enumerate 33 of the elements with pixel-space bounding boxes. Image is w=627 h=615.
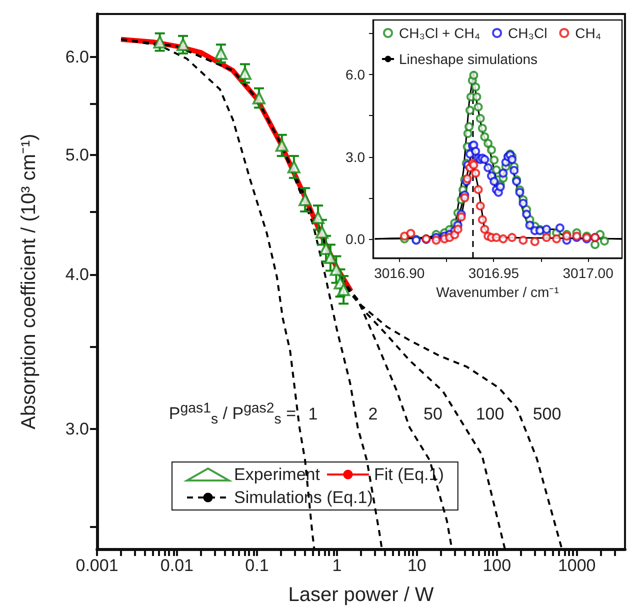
x-tick-label: 3016.90 [374, 265, 425, 281]
y-tick-label: 4.0 [65, 265, 89, 284]
legend-label: CH₄ [575, 25, 602, 41]
x-tick-label: 1000 [558, 556, 596, 575]
y-axis-title: Absorption coefficient / (10³ cm⁻¹) [18, 134, 40, 430]
x-tick-label: 3016.95 [468, 265, 520, 281]
x-tick-label: 1 [332, 556, 342, 575]
annotation: 2 [368, 404, 378, 424]
legend-label: Simulations (Eq.1) [234, 488, 373, 507]
legend-label: Lineshape simulations [399, 51, 538, 67]
y-tick-label: 3.0 [65, 420, 89, 439]
x-tick-label: 100 [482, 556, 512, 575]
annotation: P$^{gas1}$$_{s}$ / P$^{gas2}$$_{s}$ = [168, 400, 296, 428]
y-tick-label: 3.0 [346, 148, 366, 165]
y-tick-label: 5.0 [65, 145, 89, 164]
legend-label: Experiment [234, 465, 320, 484]
legend-label: Fit (Eq.1) [374, 465, 444, 484]
annotation: 50 [424, 404, 442, 424]
y-tick-label: 6.0 [65, 47, 89, 66]
x-axis-title: Wavenumber / cm⁻¹ [436, 284, 560, 300]
x-tick-label: 0.1 [245, 556, 269, 575]
annotation: 500 [532, 404, 562, 424]
x-tick-label: 10 [407, 556, 426, 575]
annotation: 100 [476, 404, 504, 424]
x-tick-label: 0.01 [160, 556, 194, 575]
legend-label: CH₃Cl + CH₄ [399, 25, 480, 41]
x-axis-title: Laser power / W [288, 584, 434, 606]
legend-label: CH₃Cl [508, 25, 548, 41]
x-tick-label: 3017.00 [562, 265, 614, 281]
annotation: 1 [308, 404, 318, 424]
x-tick-label: 0.001 [76, 556, 118, 575]
y-tick-label: 0.0 [346, 230, 366, 247]
y-tick-label: 6.0 [346, 66, 366, 83]
